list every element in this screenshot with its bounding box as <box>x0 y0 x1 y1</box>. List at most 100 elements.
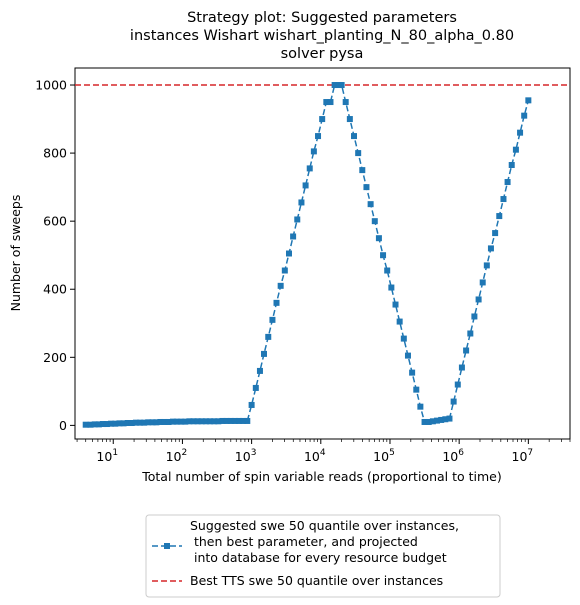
chart-title-line-3: solver pysa <box>281 46 364 62</box>
data-point-99 <box>492 230 499 237</box>
data-point-9 <box>120 420 127 427</box>
data-point-45 <box>269 316 276 323</box>
y-tick-label-1: 200 <box>43 350 67 365</box>
data-point-74 <box>388 284 395 291</box>
data-point-38 <box>240 417 247 424</box>
data-point-67 <box>359 167 366 174</box>
data-point-56 <box>315 133 322 140</box>
data-point-10 <box>124 420 131 427</box>
y-tick-label-5: 1000 <box>35 78 67 93</box>
data-point-90 <box>454 381 461 388</box>
data-point-68 <box>363 184 370 191</box>
legend: Suggested swe 50 quantile over instances… <box>145 514 501 598</box>
y-tick-label-3: 600 <box>43 214 67 229</box>
data-point-17 <box>153 419 160 426</box>
data-point-54 <box>306 165 313 172</box>
data-point-33 <box>219 417 226 424</box>
data-point-83 <box>425 418 432 425</box>
data-point-49 <box>285 250 292 257</box>
legend-label-suggested: Suggested swe 50 quantile over instances… <box>190 518 459 565</box>
data-point-60 <box>331 82 338 89</box>
data-point-46 <box>273 299 280 306</box>
x-tick-label-4: 105 <box>373 448 395 464</box>
data-point-107 <box>525 97 532 104</box>
data-point-2 <box>91 421 98 428</box>
data-point-52 <box>298 199 305 206</box>
data-point-19 <box>161 418 168 425</box>
data-point-15 <box>145 419 152 426</box>
x-tick-label-3: 104 <box>304 448 326 464</box>
plot-area <box>74 67 571 440</box>
x-axis-ticks: 101 102 103 104 105 106 107 <box>96 439 533 464</box>
data-point-100 <box>496 213 503 220</box>
data-point-76 <box>396 318 403 325</box>
data-point-47 <box>277 282 284 289</box>
data-point-43 <box>260 350 267 357</box>
y-tick-label-2: 400 <box>43 282 67 297</box>
data-point-8 <box>116 420 123 427</box>
legend-swatch-suggested-marker <box>164 543 170 549</box>
data-point-20 <box>165 418 172 425</box>
data-point-36 <box>231 417 238 424</box>
data-point-79 <box>409 369 416 376</box>
data-point-42 <box>256 367 263 374</box>
series-suggested-sweeps-markers <box>82 82 532 428</box>
y-axis-ticks: 0 200 400 600 800 1000 <box>35 78 75 433</box>
data-point-28 <box>198 418 205 425</box>
data-point-48 <box>281 267 288 274</box>
data-point-18 <box>157 418 164 425</box>
data-point-93 <box>467 330 474 337</box>
data-point-73 <box>384 267 391 274</box>
data-point-72 <box>380 252 387 259</box>
data-point-16 <box>149 419 156 426</box>
x-tick-label-6: 107 <box>512 448 534 464</box>
data-point-0 <box>82 421 89 428</box>
x-tick-label-1: 102 <box>166 448 188 464</box>
data-point-40 <box>248 401 255 408</box>
data-point-103 <box>508 162 515 169</box>
data-point-1 <box>87 421 94 428</box>
data-point-12 <box>132 419 139 426</box>
y-axis-label: Number of sweeps <box>8 195 23 312</box>
data-point-26 <box>190 418 197 425</box>
data-point-84 <box>429 418 436 425</box>
data-point-30 <box>207 418 214 425</box>
data-point-21 <box>169 418 176 425</box>
x-axis-minor-ticks <box>76 439 571 442</box>
data-point-25 <box>186 418 193 425</box>
data-point-96 <box>479 279 486 286</box>
data-point-85 <box>434 417 441 424</box>
data-point-24 <box>182 418 189 425</box>
data-point-65 <box>351 133 358 140</box>
data-point-105 <box>517 129 524 136</box>
data-point-75 <box>392 301 399 308</box>
series-suggested-sweeps-line <box>85 84 530 426</box>
data-point-11 <box>128 420 135 427</box>
data-point-13 <box>137 419 144 426</box>
data-point-86 <box>438 416 445 423</box>
data-point-35 <box>227 417 234 424</box>
data-point-70 <box>371 218 378 225</box>
legend-item-best-tts: Best TTS swe 50 quantile over instances <box>152 573 443 588</box>
data-point-71 <box>375 235 382 242</box>
x-tick-label-5: 106 <box>442 448 464 464</box>
data-point-104 <box>512 146 519 153</box>
data-point-106 <box>521 112 528 119</box>
data-point-50 <box>290 233 297 240</box>
data-point-77 <box>400 335 407 342</box>
data-point-37 <box>236 417 243 424</box>
data-point-5 <box>103 421 110 428</box>
data-point-94 <box>471 313 478 320</box>
x-axis-label: Total number of spin variable reads (pro… <box>141 469 502 484</box>
data-point-62 <box>338 82 345 89</box>
data-point-6 <box>108 420 115 427</box>
data-point-81 <box>417 403 424 410</box>
chart-title-line-2: instances Wishart wishart_planting_N_80_… <box>130 28 514 44</box>
data-point-22 <box>173 418 180 425</box>
data-point-91 <box>458 364 465 371</box>
data-point-101 <box>500 196 507 203</box>
data-point-34 <box>223 417 230 424</box>
data-point-88 <box>446 415 453 422</box>
y-tick-label-0: 0 <box>59 418 67 433</box>
